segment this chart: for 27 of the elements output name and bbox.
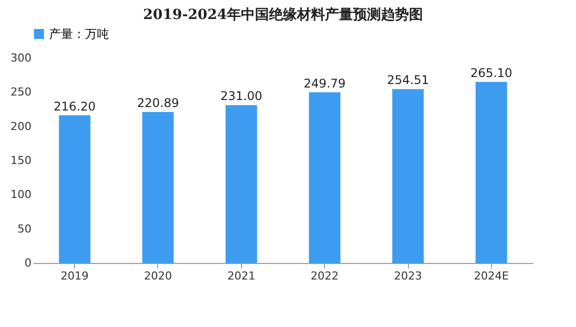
y-tick-label: 50 — [18, 222, 32, 236]
data-label: 220.89 — [137, 96, 179, 110]
data-label: 249.79 — [304, 76, 346, 90]
y-tick-label: 300 — [10, 52, 32, 64]
y-tick-label: 200 — [10, 120, 32, 133]
x-tick-label: 2019 — [60, 270, 89, 282]
data-label: 216.20 — [54, 99, 96, 114]
chart-title: 2019-2024年中国绝缘材料产量预测趋势图 — [143, 6, 423, 23]
bar — [392, 89, 424, 263]
x-tick-label: 2021 — [227, 270, 256, 282]
y-tick-label: 0 — [24, 256, 32, 270]
legend-label: 产量：万吨 — [49, 27, 109, 41]
y-tick-label: 150 — [10, 154, 32, 167]
data-label: 231.00 — [220, 89, 262, 104]
bar — [476, 82, 508, 263]
x-tick-label: 2020 — [144, 270, 172, 282]
x-tick-label: 2023 — [394, 270, 422, 282]
data-label: 265.10 — [470, 66, 512, 80]
x-tick-label: 2024E — [474, 270, 509, 282]
bar — [308, 92, 340, 263]
bar — [58, 115, 90, 263]
data-label: 254.51 — [387, 73, 429, 88]
y-tick-label: 250 — [10, 86, 32, 99]
y-tick-label: 100 — [10, 188, 32, 202]
x-tick-label: 2022 — [310, 270, 339, 282]
bar — [226, 105, 258, 263]
bar — [142, 112, 174, 263]
